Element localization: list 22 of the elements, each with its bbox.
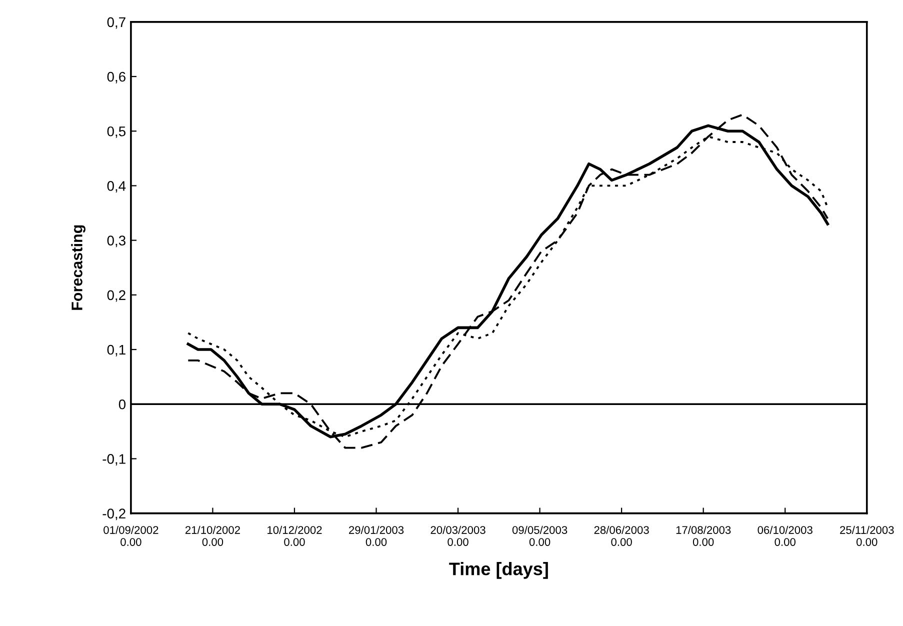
x-tick-label: 25/11/2003 0.00 [840, 526, 894, 546]
y-tick-label: 0,6 [107, 72, 126, 84]
x-tick-label: 06/10/2003 0.00 [758, 526, 812, 546]
x-tick-label: 29/01/2003 0.00 [349, 526, 404, 546]
y-tick-label: 0,7 [107, 17, 126, 29]
y-tick-label: 0,2 [107, 290, 126, 302]
x-tick-label: 01/09/2002 0.00 [104, 526, 158, 546]
x-tick-label: 28/06/2003 0.00 [594, 526, 649, 546]
y-tick-label: 0,1 [107, 344, 126, 356]
y-tick-label: 0,5 [107, 126, 126, 138]
y-tick-label: 0 [118, 399, 126, 410]
x-tick-label: 17/08/2003 0.00 [676, 526, 731, 546]
y-tick-label: -0,2 [102, 508, 126, 520]
y-tick-label: 0,4 [107, 181, 126, 193]
y-tick-label: 0,3 [107, 236, 126, 248]
x-tick-label: 09/05/2003 0.00 [512, 526, 568, 546]
x-tick-label: 20/03/2003 0.00 [430, 526, 486, 546]
x-tick-label: 10/12/2002 0.00 [268, 526, 322, 546]
x-axis-title: Time [days] [449, 562, 548, 579]
x-tick-label: 21/10/2002 0.00 [185, 526, 240, 546]
y-axis-title: Forecasting [71, 225, 86, 310]
y-tick-label: -0,1 [102, 454, 126, 466]
